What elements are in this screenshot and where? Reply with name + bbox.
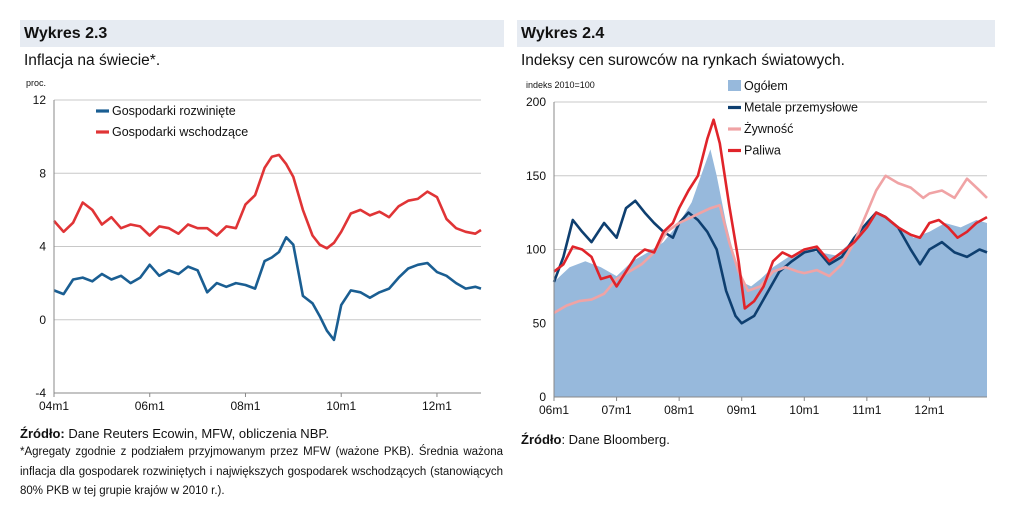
source-text: Dane Reuters Ecowin, MFW, obliczenia NBP… (64, 426, 329, 441)
y-tick-label: 4 (39, 240, 46, 254)
y-tick-label: -4 (35, 386, 46, 400)
chart-title: Wykres 2.3 (20, 20, 504, 47)
legend-label: Gospodarki rozwinięte (112, 104, 236, 118)
chart-subtitle: Indeksy cen surowców na rynkach światowy… (521, 52, 845, 69)
y-tick-label: 0 (39, 313, 46, 327)
series-line (53, 236, 482, 342)
y-axis-unit: proc. (26, 78, 46, 88)
y-tick-label: 8 (39, 166, 46, 180)
legend-label: Gospodarki wschodzące (112, 125, 248, 139)
source-label: Źródło (521, 432, 562, 447)
x-tick-label: 08m1 (230, 399, 260, 413)
x-tick-label: 10m1 (326, 399, 356, 413)
chart-subtitle: Inflacja na świecie*. (24, 52, 161, 69)
series-line (53, 153, 482, 250)
x-tick-label: 04m1 (39, 399, 69, 413)
chart-title: Wykres 2.4 (517, 20, 995, 47)
source-text: : Dane Bloomberg. (561, 432, 670, 447)
y-tick-label: 12 (33, 93, 47, 107)
source-line: Źródło: Dane Bloomberg. (521, 432, 670, 447)
source-label: Źródło: (20, 426, 65, 441)
chart-panel-commodities: Wykres 2.4 Indeksy cen surowców na rynka… (517, 20, 995, 70)
footnote: *Agregaty zgodnie z podziałem przyjmowan… (20, 446, 503, 497)
chart-panel-inflation: Wykres 2.3 Inflacja na świecie*. (20, 20, 504, 70)
x-tick-label: 06m1 (135, 399, 165, 413)
source-line: Źródło: Dane Reuters Ecowin, MFW, oblicz… (20, 426, 329, 441)
x-tick-label: 12m1 (422, 399, 452, 413)
